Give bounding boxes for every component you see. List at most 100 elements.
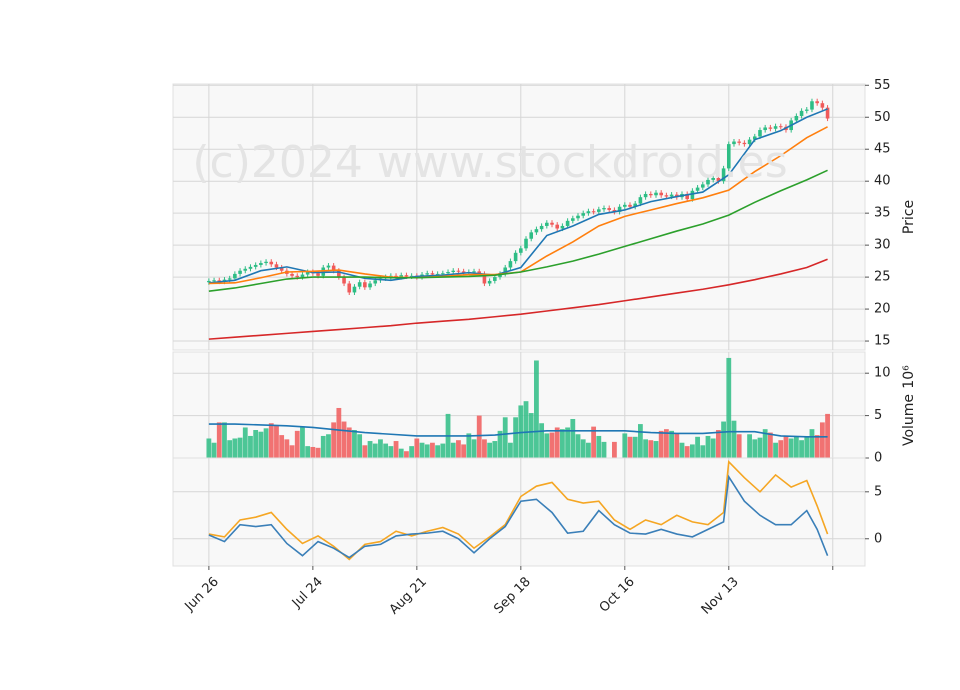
- volume-bar: [580, 439, 586, 458]
- volume-bar: [528, 413, 534, 458]
- x-tick-label: Aug 21: [387, 574, 430, 617]
- volume-bar: [362, 445, 368, 458]
- candle-body: [685, 193, 689, 200]
- candle-body: [726, 144, 731, 169]
- y-axis-label: Price: [901, 200, 917, 234]
- candle-body: [773, 126, 778, 129]
- candle-body: [399, 275, 404, 278]
- candle-body: [461, 271, 466, 273]
- candle-body: [659, 192, 663, 196]
- candle-body: [305, 271, 310, 275]
- candle-body: [352, 286, 357, 293]
- candle-body: [617, 206, 622, 212]
- line-series: [208, 474, 829, 559]
- candle-body: [534, 229, 539, 233]
- candle-body: [752, 136, 757, 140]
- volume-bar: [476, 415, 482, 458]
- volume-bar: [767, 432, 773, 458]
- candle-body: [264, 261, 268, 264]
- candle-body: [363, 282, 367, 288]
- candle-body: [409, 275, 414, 277]
- candle-body: [669, 194, 674, 197]
- y-tick-label: 25: [874, 270, 891, 285]
- candle-body: [586, 211, 591, 214]
- volume-bar: [679, 442, 685, 458]
- volume-bar: [773, 442, 778, 458]
- y-tick-label: 0: [874, 451, 882, 466]
- volume-bar: [326, 434, 331, 458]
- candle-body: [487, 280, 492, 284]
- volume-bar: [799, 440, 804, 458]
- candle-body: [503, 267, 508, 274]
- volume-bar: [419, 442, 425, 458]
- volume-bar: [492, 441, 498, 458]
- candle-body: [706, 179, 710, 185]
- volume-bar: [809, 429, 815, 458]
- candle-body: [430, 273, 435, 275]
- volume-bar: [383, 443, 389, 458]
- volume-bar: [502, 417, 508, 458]
- candle-body: [456, 270, 461, 272]
- candle-body: [493, 277, 497, 281]
- candle-body: [326, 265, 331, 268]
- volume-bar: [591, 426, 597, 458]
- volume-bar: [372, 443, 378, 458]
- volume-bar: [237, 437, 243, 458]
- y-tick-label: 50: [874, 110, 891, 125]
- volume-bar: [788, 438, 794, 458]
- volume-bar: [627, 436, 633, 458]
- volume-bar: [648, 440, 654, 458]
- volume-bar: [352, 430, 357, 458]
- y-tick-label: 20: [874, 302, 891, 317]
- candle-body: [259, 263, 263, 265]
- volume-bar: [825, 413, 830, 458]
- volume-bar: [409, 446, 415, 458]
- line-series: [208, 108, 828, 284]
- volume-bar: [700, 445, 706, 458]
- candle-body: [716, 177, 721, 182]
- volume-bar: [674, 433, 680, 458]
- candle-body: [623, 204, 627, 207]
- volume-bar: [715, 430, 721, 458]
- volume-bar: [341, 421, 347, 458]
- volume-bar: [289, 445, 295, 458]
- line-series: [208, 423, 828, 438]
- candle-body: [212, 280, 216, 282]
- x-tick-label: Nov 13: [699, 574, 742, 617]
- volume-bar: [632, 436, 638, 458]
- y-tick-label: 40: [874, 174, 891, 189]
- candle-body: [316, 273, 320, 276]
- candle-body: [435, 273, 440, 275]
- volume-bar: [378, 439, 383, 458]
- candle-body: [820, 103, 825, 108]
- volume-bar: [612, 441, 617, 458]
- volume-bar: [658, 430, 664, 458]
- volume-bar: [404, 451, 409, 458]
- candle-body: [347, 283, 352, 293]
- volume-bar: [684, 446, 690, 458]
- volume-bar: [274, 425, 279, 458]
- volume-bar: [731, 420, 737, 458]
- candle-body: [508, 261, 513, 268]
- y-tick-label: 5: [874, 408, 882, 423]
- candle-body: [571, 218, 575, 221]
- candle-body: [519, 248, 523, 253]
- candle-body: [337, 270, 341, 278]
- candle-body: [472, 271, 476, 273]
- volume-bar: [461, 444, 467, 458]
- volume-bar: [669, 430, 674, 458]
- candle-body: [539, 225, 544, 230]
- candle-body: [648, 193, 653, 196]
- volume-bar: [482, 439, 487, 458]
- candle-body: [747, 139, 752, 145]
- y-tick-label: 45: [874, 142, 891, 157]
- candle-body: [279, 267, 284, 271]
- candle-body: [758, 130, 762, 137]
- volume-bar: [487, 442, 493, 458]
- candle-body: [446, 271, 450, 274]
- candle-body: [591, 211, 596, 213]
- candle-body: [295, 275, 300, 278]
- volume-bar: [279, 435, 285, 458]
- candle-body: [643, 193, 648, 198]
- volume-bar: [643, 439, 648, 458]
